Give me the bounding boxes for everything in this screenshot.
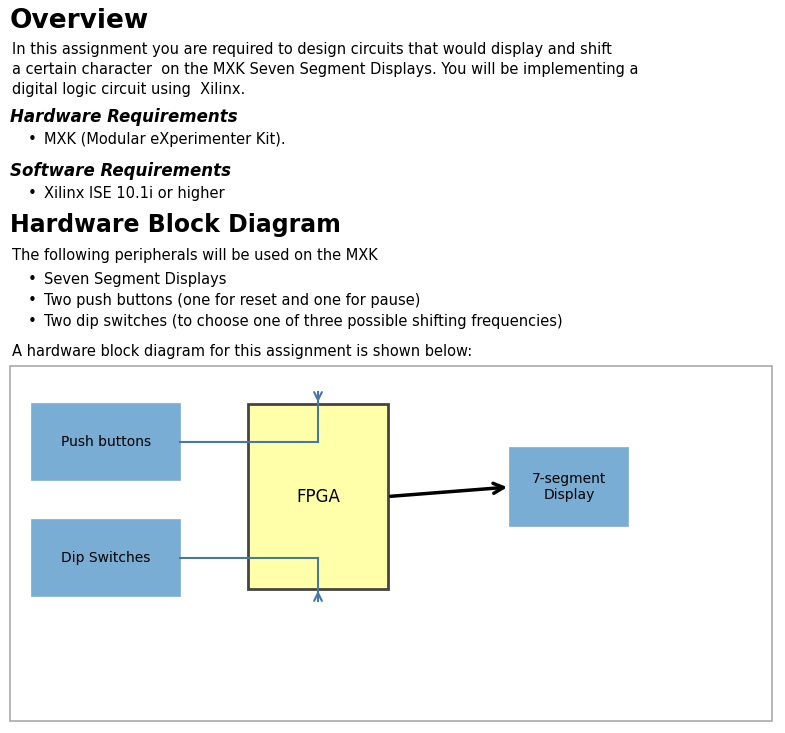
Text: Overview: Overview (10, 8, 149, 34)
Bar (248, 404, 388, 589)
Text: FPGA: FPGA (296, 487, 340, 506)
Text: Xilinx ISE 10.1i or higher: Xilinx ISE 10.1i or higher (44, 186, 225, 201)
Text: •: • (28, 186, 37, 201)
Text: A hardware block diagram for this assignment is shown below:: A hardware block diagram for this assign… (12, 344, 473, 359)
Text: 7-segment
Display: 7-segment Display (531, 472, 606, 502)
Text: Push buttons: Push buttons (61, 435, 151, 449)
Text: Seven Segment Displays: Seven Segment Displays (44, 272, 227, 287)
Text: a certain character  on the MXK Seven Segment Displays. You will be implementing: a certain character on the MXK Seven Seg… (12, 62, 638, 77)
Text: •: • (28, 132, 37, 147)
Text: Dip Switches: Dip Switches (61, 551, 151, 565)
Text: The following peripherals will be used on the MXK: The following peripherals will be used o… (12, 248, 378, 263)
Text: •: • (28, 314, 37, 329)
Text: Two dip switches (to choose one of three possible shifting frequencies): Two dip switches (to choose one of three… (44, 314, 563, 329)
Text: Software Requirements: Software Requirements (10, 162, 231, 180)
Text: •: • (28, 293, 37, 308)
Text: Hardware Block Diagram: Hardware Block Diagram (10, 213, 341, 237)
Bar (10, 366, 772, 721)
Text: Hardware Requirements: Hardware Requirements (10, 108, 238, 126)
Text: •: • (28, 272, 37, 287)
Text: Two push buttons (one for reset and one for pause): Two push buttons (one for reset and one … (44, 293, 421, 308)
Bar (32, 404, 180, 480)
Bar (32, 520, 180, 596)
Text: MXK (Modular eXperimenter Kit).: MXK (Modular eXperimenter Kit). (44, 132, 286, 147)
Text: digital logic circuit using  Xilinx.: digital logic circuit using Xilinx. (12, 82, 245, 97)
Text: In this assignment you are required to design circuits that would display and sh: In this assignment you are required to d… (12, 42, 612, 57)
Bar (510, 448, 628, 526)
